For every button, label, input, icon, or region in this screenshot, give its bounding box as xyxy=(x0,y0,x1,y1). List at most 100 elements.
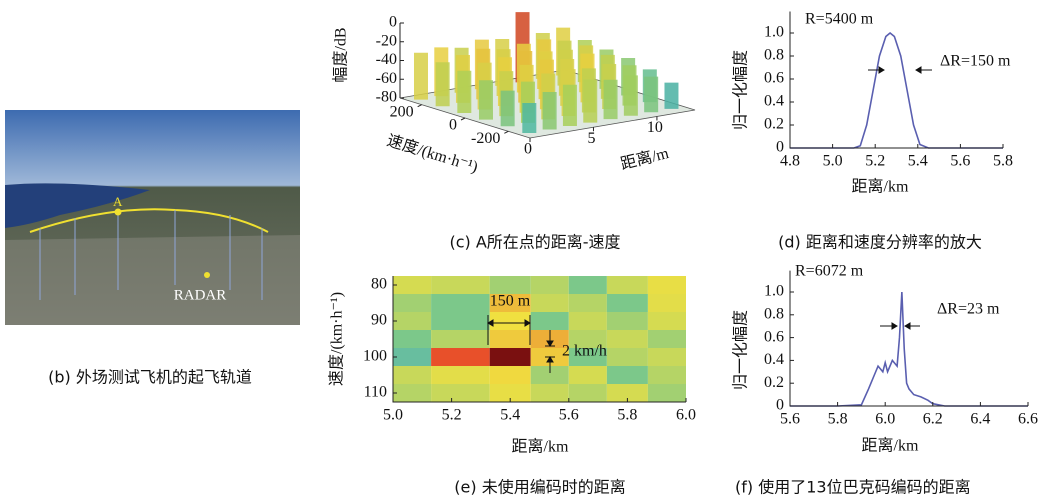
y-tick-label: 0.4 xyxy=(764,351,784,368)
heat-cell xyxy=(606,366,648,384)
heat-cell xyxy=(489,384,531,402)
y-tick-label: 100 xyxy=(363,348,387,365)
line xyxy=(790,291,1028,407)
y-tick-label: 0.6 xyxy=(764,70,784,87)
x-tick-label: 0 xyxy=(524,141,532,158)
heat-cell xyxy=(647,330,686,348)
heat-cell xyxy=(393,312,432,330)
surface-chart: 0-20-40-60-802000-2000510幅度/dB速度/(km·h⁻¹… xyxy=(332,12,696,176)
x-axis-label: 距离/km xyxy=(852,178,909,196)
heat-cell xyxy=(647,312,686,330)
heat-cell xyxy=(489,348,531,366)
x-tick-label: 6.4 xyxy=(970,411,990,428)
heat-cell xyxy=(606,348,648,366)
caption: (c) A所在点的距离-速度 xyxy=(449,233,620,252)
chart-line: 0 0.2 0.4 0.6 0.8 1.0 5.6 5.8 6.0 6.2 6.4 6.6 距离/km 归… xyxy=(732,263,1038,455)
annotation: ΔR=23 m xyxy=(937,301,1000,318)
caption: (d) 距离和速度分辨率的放大 xyxy=(778,233,982,252)
y-tick-label: 80 xyxy=(371,276,387,293)
x-tick-label: 6.6 xyxy=(1018,411,1038,428)
trajectory xyxy=(29,208,269,233)
axes xyxy=(789,270,1028,407)
radar-point xyxy=(204,272,210,278)
x-tick-label: 6.0 xyxy=(875,411,895,428)
heat-cell xyxy=(606,294,648,312)
line xyxy=(790,31,1003,149)
y-tick xyxy=(460,117,466,121)
annotation: R=6072 m xyxy=(795,263,864,280)
x-tick-label: 5.8 xyxy=(617,407,637,424)
heat-cell xyxy=(530,366,569,384)
x-tick-label: 5.6 xyxy=(559,407,579,424)
x-tick-label: 5.0 xyxy=(383,407,403,424)
chart-line: 0 0.2 0.4 0.6 0.8 1.0 4.8 5.0 5.2 5.4 5.6 5.8 距离/km 归… xyxy=(732,11,1013,196)
heat-cell xyxy=(647,348,686,366)
z-axis-label: 幅度/dB xyxy=(332,27,350,82)
y-tick-label: 110 xyxy=(364,384,387,401)
z-tick-label: -40 xyxy=(376,51,397,68)
heat-cell xyxy=(393,294,432,312)
heat-cell xyxy=(431,348,490,366)
heat-cell xyxy=(393,348,432,366)
x-tick-label: 5.6 xyxy=(950,153,970,170)
x-tick-label: 5.8 xyxy=(828,411,848,428)
heat-cell xyxy=(393,366,432,384)
x-tick-label: 5.8 xyxy=(993,153,1013,170)
y-tick-label: 0 xyxy=(776,139,784,156)
y-tick-label: 200 xyxy=(390,103,414,120)
z-tick-label: -20 xyxy=(376,32,397,49)
heat-cell xyxy=(530,294,569,312)
heat-cell xyxy=(568,330,607,348)
x-tick-label: 5 xyxy=(587,130,595,147)
caption: (b) 外场测试飞机的起飞轨道 xyxy=(48,368,252,387)
heat-cell xyxy=(606,312,648,330)
heat-cell xyxy=(647,294,686,312)
heat-cell xyxy=(393,384,432,402)
y-tick xyxy=(417,104,422,108)
y-tick-label: 0 xyxy=(449,117,457,134)
heat-cell xyxy=(530,384,569,402)
annotation-arrows xyxy=(487,66,932,373)
annotation: ΔR=150 m xyxy=(940,53,1011,70)
heat-cell xyxy=(431,384,490,402)
heat-cell xyxy=(431,366,490,384)
heat-cell xyxy=(568,312,607,330)
y-axis-label: 速度/(km·h⁻¹) xyxy=(328,292,346,386)
city xyxy=(5,235,300,325)
x-tick-label: 5.4 xyxy=(908,153,928,170)
axes xyxy=(789,11,1003,149)
y-tick-label: -200 xyxy=(471,130,500,147)
annotation: R=5400 m xyxy=(805,11,874,28)
x-tick-label: 6.0 xyxy=(676,407,696,424)
point-label: A xyxy=(113,194,123,209)
z-tick-label: -80 xyxy=(376,89,397,106)
heat-cell xyxy=(606,384,648,402)
x-tick-label: 4.8 xyxy=(780,153,800,170)
x-tick-label: 5.2 xyxy=(442,407,462,424)
y-tick-label: 90 xyxy=(371,312,387,329)
x-axis-label: 距离/km xyxy=(862,437,919,455)
y-axis-label: 归一化幅度 xyxy=(732,50,750,130)
heat-cell xyxy=(431,276,490,294)
heat-cell xyxy=(530,276,569,294)
y-tick xyxy=(504,130,509,134)
heat-cell xyxy=(568,294,607,312)
annotation: 150 m xyxy=(490,293,531,310)
heat-cell xyxy=(568,384,607,402)
x-axis-label: 距离/m xyxy=(619,144,671,173)
x-tick-label: 5.6 xyxy=(780,411,800,428)
heat-cell xyxy=(647,276,686,294)
y-tick-label: 1.0 xyxy=(764,283,784,300)
water xyxy=(5,183,150,228)
heat-cell xyxy=(431,312,490,330)
x-tick-label: 5.2 xyxy=(865,153,885,170)
point-a xyxy=(114,208,122,216)
chart-heatmap: 80 90 100 110 5.0 5.2 5.4 5.6 5.8 6.0 距离/km 速度/(km·… xyxy=(328,276,696,456)
y-axis-label: 归一化幅度 xyxy=(732,310,750,390)
heat-cell xyxy=(568,276,607,294)
heat-cell xyxy=(647,366,686,384)
heat-cell xyxy=(568,348,607,366)
z-tick-label: 0 xyxy=(389,14,397,31)
